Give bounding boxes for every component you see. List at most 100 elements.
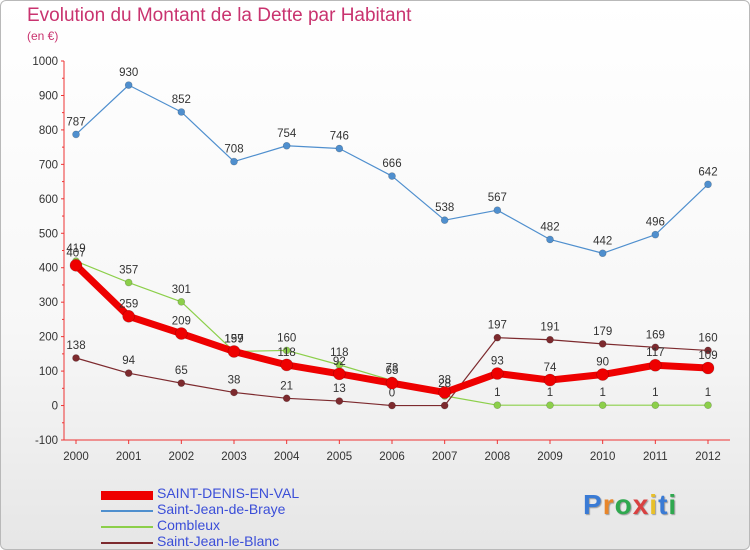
data-point-combleux bbox=[177, 298, 186, 306]
data-point-saint-jean-le-blanc bbox=[493, 333, 502, 342]
data-point-saint-jean-de-braye bbox=[651, 230, 660, 239]
data-point-combleux bbox=[124, 278, 133, 287]
data-point-saint-denis-en-val bbox=[69, 259, 83, 272]
x-tick-label: 2003 bbox=[221, 451, 247, 463]
data-point-saint-jean-le-blanc bbox=[230, 388, 238, 397]
legend-swatch bbox=[101, 510, 153, 512]
data-point-saint-jean-de-braye bbox=[230, 157, 238, 166]
data-point-combleux bbox=[493, 401, 502, 410]
data-point-combleux bbox=[546, 401, 554, 410]
x-tick-label: 2005 bbox=[327, 451, 353, 463]
data-label-combleux: 419 bbox=[66, 243, 85, 255]
x-tick-label: 2006 bbox=[379, 451, 405, 463]
x-tick-label: 2010 bbox=[590, 451, 616, 463]
data-point-saint-jean-le-blanc bbox=[598, 340, 607, 348]
legend-swatch bbox=[101, 542, 153, 544]
data-point-combleux bbox=[704, 401, 712, 410]
data-point-saint-denis-en-val bbox=[122, 310, 135, 323]
data-point-saint-jean-le-blanc bbox=[72, 354, 80, 362]
y-tick-label: -100 bbox=[35, 435, 58, 447]
data-point-saint-jean-de-braye bbox=[177, 108, 186, 116]
data-label-saint-denis-en-val: 90 bbox=[596, 357, 609, 369]
data-point-saint-jean-le-blanc bbox=[282, 394, 291, 403]
data-label-combleux: 301 bbox=[172, 284, 191, 296]
data-label-saint-jean-de-braye: 538 bbox=[435, 202, 454, 214]
data-label-saint-jean-de-braye: 496 bbox=[646, 217, 665, 229]
data-point-saint-jean-de-braye bbox=[335, 144, 344, 153]
logo-letter: i bbox=[668, 489, 678, 520]
data-point-saint-jean-de-braye bbox=[598, 249, 607, 258]
data-label-saint-jean-le-blanc: 160 bbox=[698, 332, 717, 344]
x-tick-label: 2002 bbox=[169, 451, 195, 463]
data-point-saint-jean-de-braye bbox=[704, 180, 712, 189]
data-point-saint-jean-de-braye bbox=[282, 141, 291, 150]
data-label-saint-denis-en-val: 117 bbox=[646, 347, 664, 359]
x-tick-label: 2001 bbox=[116, 451, 142, 463]
data-label-saint-jean-de-braye: 482 bbox=[540, 221, 559, 233]
logo-letter: t bbox=[658, 489, 669, 520]
x-tick-label: 2004 bbox=[274, 451, 300, 463]
y-tick-label: 500 bbox=[39, 228, 58, 240]
x-tick-label: 2007 bbox=[432, 451, 458, 463]
y-tick-label: 100 bbox=[39, 366, 58, 378]
data-point-saint-jean-le-blanc bbox=[177, 379, 186, 387]
data-label-combleux: 157 bbox=[224, 333, 243, 345]
data-label-combleux: 1 bbox=[705, 387, 711, 399]
legend-label: SAINT-DENIS-EN-VAL bbox=[157, 485, 300, 501]
data-label-saint-jean-de-braye: 708 bbox=[224, 144, 243, 156]
logo-letter: r bbox=[602, 489, 615, 520]
proxiti-logo: Proxiti bbox=[583, 489, 677, 521]
data-point-saint-denis-en-val bbox=[543, 373, 557, 387]
y-tick-label: 700 bbox=[39, 159, 58, 171]
data-label-saint-jean-le-blanc: 38 bbox=[228, 374, 241, 386]
data-point-saint-jean-le-blanc bbox=[335, 397, 344, 405]
data-point-combleux bbox=[282, 346, 291, 355]
logo-letter: i bbox=[649, 489, 659, 520]
data-label-saint-jean-le-blanc: 94 bbox=[122, 355, 135, 367]
data-point-saint-denis-en-val bbox=[280, 358, 293, 372]
data-label-combleux: 1 bbox=[547, 387, 553, 399]
data-point-saint-jean-le-blanc bbox=[651, 343, 660, 352]
x-tick-label: 2011 bbox=[643, 451, 668, 463]
data-label-saint-jean-le-blanc: 0 bbox=[389, 388, 395, 400]
data-label-saint-denis-en-val: 92 bbox=[333, 356, 346, 368]
logo-letter: o bbox=[614, 489, 633, 520]
data-label-saint-jean-de-braye: 746 bbox=[330, 131, 349, 143]
data-label-combleux: 73 bbox=[386, 362, 399, 374]
data-point-saint-jean-le-blanc bbox=[388, 401, 396, 410]
data-point-saint-denis-en-val bbox=[649, 358, 662, 372]
data-label-saint-jean-de-braye: 852 bbox=[172, 94, 191, 106]
data-label-saint-jean-le-blanc: 179 bbox=[593, 326, 612, 338]
data-point-combleux bbox=[651, 401, 660, 410]
legend-swatch bbox=[101, 526, 153, 528]
legend-label: Saint-Jean-le-Blanc bbox=[157, 533, 280, 549]
data-label-saint-jean-le-blanc: 169 bbox=[646, 329, 665, 341]
data-label-saint-jean-le-blanc: 65 bbox=[175, 365, 188, 377]
x-tick-label: 2012 bbox=[695, 451, 721, 463]
data-point-saint-jean-de-braye bbox=[493, 206, 502, 214]
data-point-saint-jean-de-braye bbox=[440, 216, 449, 224]
chart-unit-label: (en €) bbox=[27, 29, 59, 43]
data-label-saint-jean-le-blanc: 13 bbox=[333, 383, 346, 395]
x-tick-label: 2009 bbox=[537, 451, 563, 463]
y-tick-label: 400 bbox=[39, 263, 58, 275]
y-tick-label: 600 bbox=[39, 194, 58, 206]
data-point-saint-jean-le-blanc bbox=[124, 369, 133, 377]
data-label-saint-jean-de-braye: 442 bbox=[593, 235, 612, 247]
data-label-saint-jean-le-blanc: 197 bbox=[488, 320, 507, 332]
data-label-saint-jean-le-blanc: 138 bbox=[66, 340, 85, 352]
x-tick-label: 2000 bbox=[63, 451, 89, 463]
data-label-saint-jean-le-blanc: 21 bbox=[280, 380, 293, 392]
x-tick-label: 2008 bbox=[485, 451, 511, 463]
data-label-saint-jean-de-braye: 754 bbox=[277, 128, 297, 140]
data-point-saint-denis-en-val bbox=[227, 345, 241, 358]
data-point-saint-denis-en-val bbox=[596, 368, 609, 381]
data-point-saint-jean-de-braye bbox=[124, 81, 133, 89]
data-label-combleux: 1 bbox=[652, 387, 658, 399]
data-label-saint-jean-de-braye: 666 bbox=[382, 158, 401, 170]
data-label-saint-jean-le-blanc: 191 bbox=[540, 322, 559, 334]
y-tick-label: 900 bbox=[39, 90, 58, 102]
data-point-saint-denis-en-val bbox=[491, 367, 504, 380]
data-label-saint-denis-en-val: 109 bbox=[698, 350, 717, 362]
